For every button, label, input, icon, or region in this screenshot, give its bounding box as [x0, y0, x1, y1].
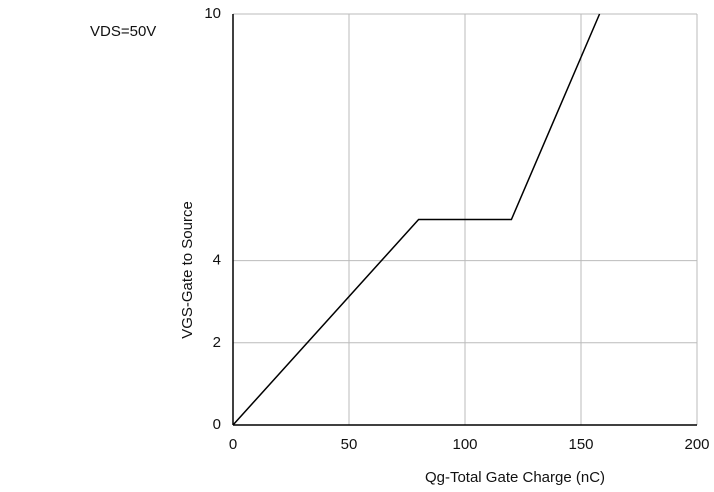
x-tick-label: 200	[684, 436, 709, 453]
y-tick-label: 10	[204, 5, 221, 22]
y-tick-label: 2	[213, 334, 221, 351]
data-line	[232, 13, 601, 426]
x-tick-label: 100	[452, 436, 477, 453]
y-axis-label: VGS-Gate to Source	[179, 201, 196, 339]
x-axis-label: Qg-Total Gate Charge (nC)	[425, 469, 605, 486]
x-tick-label: 0	[229, 436, 237, 453]
y-tick-label: 4	[213, 252, 221, 269]
y-tick-label: 0	[213, 416, 221, 433]
x-tick-label: 50	[341, 436, 358, 453]
annotation: VDS=50V	[90, 23, 156, 40]
x-tick-label: 150	[568, 436, 593, 453]
